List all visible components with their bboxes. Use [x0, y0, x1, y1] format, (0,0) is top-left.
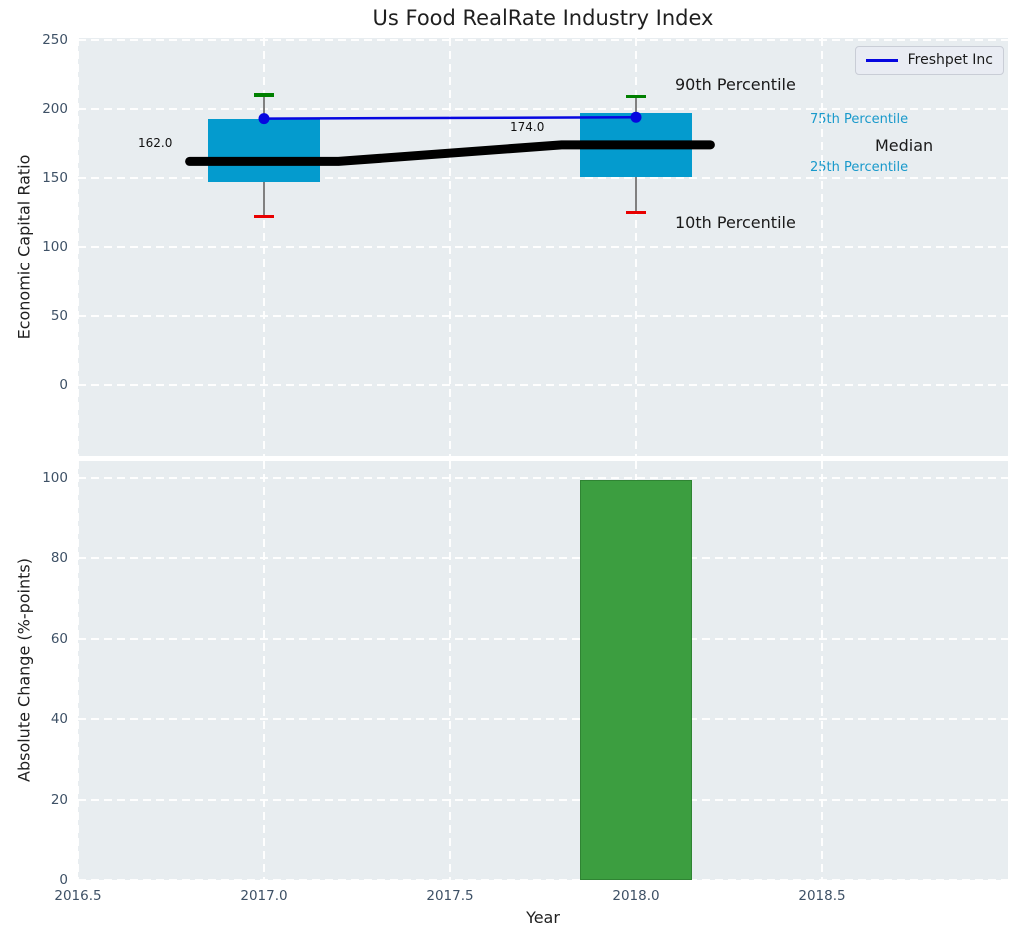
y-tick-label: 150 [42, 169, 68, 186]
x-axis-label: Year [526, 908, 560, 927]
x-tick-label: 2018.0 [612, 888, 660, 904]
x-gridline [78, 38, 79, 456]
label-75th-percentile: 75th Percentile [810, 112, 909, 127]
x-gridline [449, 38, 451, 456]
legend-line-swatch [865, 58, 898, 62]
x-tick-label: 2017.5 [426, 888, 474, 904]
x-gridline [263, 38, 265, 456]
iqr-box [580, 113, 692, 177]
y-tick-label: 60 [50, 630, 68, 647]
y-tick-label: 20 [50, 791, 68, 808]
legend: Freshpet Inc [854, 46, 1004, 75]
label-10th-percentile: 10th Percentile [675, 213, 796, 232]
y-gridline [78, 718, 1008, 721]
y-gridline [78, 246, 1008, 248]
y-tick-label: 250 [42, 31, 68, 48]
y-tick-label: 40 [50, 711, 68, 728]
y-tick-label: 0 [59, 377, 68, 394]
annotation-median-2018: 174.0 [510, 120, 545, 134]
top-plot-area: 90th Percentile 75th Percentile Median 2… [78, 38, 1008, 456]
chart-title: Us Food RealRate Industry Index [372, 6, 714, 30]
x-gridline [78, 461, 79, 880]
y-gridline [78, 557, 1008, 560]
label-25th-percentile: 25th Percentile [810, 160, 909, 175]
y-gridline [78, 879, 1008, 880]
y-gridline [78, 38, 1008, 41]
y-gridline [78, 107, 1008, 110]
legend-label: Freshpet Inc [907, 52, 993, 68]
y-gridline [78, 637, 1008, 640]
x-tick-label: 2018.5 [798, 888, 846, 904]
y-gridline [78, 476, 1008, 479]
y-tick-label: 100 [42, 469, 68, 486]
y-tick-label: 80 [50, 550, 68, 567]
y-gridline [78, 384, 1008, 387]
label-90th-percentile: 90th Percentile [675, 75, 796, 94]
bottom-plot-area [78, 461, 1008, 880]
y-tick-label: 100 [42, 239, 68, 255]
x-gridline [635, 38, 637, 456]
y-gridline [78, 315, 1008, 318]
p90-cap [625, 94, 647, 99]
iqr-box [208, 118, 320, 183]
p90-cap [253, 93, 275, 97]
p10-cap [253, 214, 275, 219]
x-gridline [449, 461, 451, 880]
x-tick-label: 2016.5 [54, 888, 102, 904]
y-gridline [78, 798, 1008, 801]
change-bar [580, 480, 692, 880]
x-gridline [821, 38, 823, 456]
p10-cap [625, 210, 647, 215]
y-axis-label-bottom: Absolute Change (%-points) [14, 558, 34, 782]
x-gridline [821, 461, 823, 880]
x-tick-label: 2017.0 [240, 888, 288, 904]
y-tick-label: 50 [50, 308, 68, 325]
x-gridline [263, 461, 265, 880]
label-median: Median [875, 136, 934, 155]
annotation-median-2017: 162.0 [138, 136, 173, 150]
y-tick-label: 200 [42, 100, 68, 117]
y-gridline [78, 176, 1008, 179]
y-tick-label: 0 [59, 872, 68, 888]
